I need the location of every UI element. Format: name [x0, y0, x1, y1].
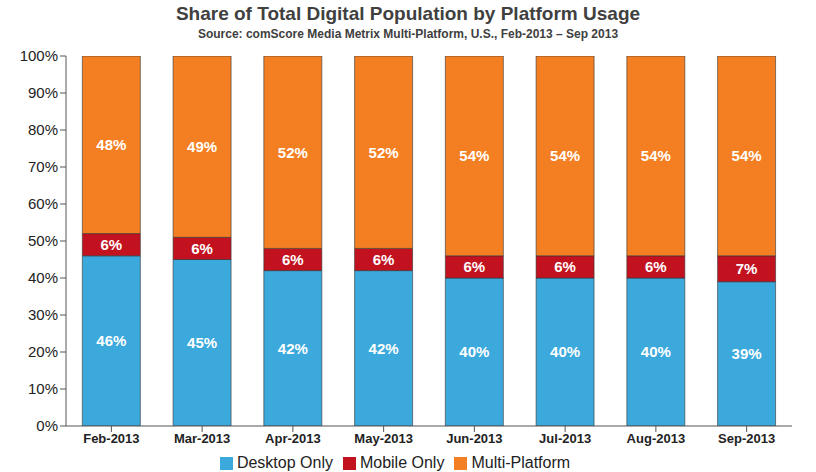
- svg-text:40%: 40%: [459, 343, 489, 360]
- svg-text:60%: 60%: [28, 195, 58, 212]
- svg-text:Feb-2013: Feb-2013: [83, 431, 139, 446]
- svg-text:54%: 54%: [550, 147, 580, 164]
- svg-text:70%: 70%: [28, 158, 58, 175]
- svg-text:6%: 6%: [645, 258, 667, 275]
- svg-text:6%: 6%: [373, 251, 395, 268]
- svg-text:52%: 52%: [369, 144, 399, 161]
- html-text:Multi-Platform: Multi-Platform: [471, 454, 571, 471]
- svg-text:7%: 7%: [736, 260, 758, 277]
- svg-text:45%: 45%: [187, 334, 217, 351]
- svg-text:Apr-2013: Apr-2013: [265, 431, 321, 446]
- svg-text:54%: 54%: [459, 147, 489, 164]
- svg-text:42%: 42%: [369, 340, 399, 357]
- svg-text:39%: 39%: [732, 345, 762, 362]
- svg-text:Sep-2013: Sep-2013: [718, 431, 775, 446]
- html-text:Share of Total Digital Populat: Share of Total Digital Population by Pla…: [175, 3, 641, 24]
- svg-text:10%: 10%: [28, 380, 58, 397]
- svg-text:49%: 49%: [187, 138, 217, 155]
- svg-text:30%: 30%: [28, 306, 58, 323]
- svg-text:Mar-2013: Mar-2013: [174, 431, 230, 446]
- html-text:Desktop Only: Desktop Only: [236, 454, 333, 471]
- svg-text:May-2013: May-2013: [354, 431, 413, 446]
- svg-text:6%: 6%: [282, 251, 304, 268]
- html-text:Source: comScore Media Metrix: Source: comScore Media Metrix Multi-Plat…: [197, 27, 619, 41]
- svg-text:100%: 100%: [20, 47, 58, 64]
- svg-text:40%: 40%: [550, 343, 580, 360]
- svg-text:46%: 46%: [96, 332, 126, 349]
- svg-text:Aug-2013: Aug-2013: [627, 431, 686, 446]
- svg-text:50%: 50%: [28, 232, 58, 249]
- svg-text:80%: 80%: [28, 121, 58, 138]
- svg-text:90%: 90%: [28, 84, 58, 101]
- svg-text:6%: 6%: [100, 236, 122, 253]
- svg-text:48%: 48%: [96, 136, 126, 153]
- svg-text:20%: 20%: [28, 343, 58, 360]
- svg-text:6%: 6%: [463, 258, 485, 275]
- svg-text:54%: 54%: [732, 147, 762, 164]
- svg-text:42%: 42%: [278, 340, 308, 357]
- svg-text:6%: 6%: [554, 258, 576, 275]
- svg-text:40%: 40%: [641, 343, 671, 360]
- svg-text:Jul-2013: Jul-2013: [539, 431, 591, 446]
- svg-text:0%: 0%: [36, 417, 58, 434]
- svg-text:6%: 6%: [191, 240, 213, 257]
- svg-text:Jun-2013: Jun-2013: [446, 431, 502, 446]
- html-text:Mobile Only: Mobile Only: [359, 454, 445, 471]
- svg-text:40%: 40%: [28, 269, 58, 286]
- svg-text:54%: 54%: [641, 147, 671, 164]
- svg-text:52%: 52%: [278, 144, 308, 161]
